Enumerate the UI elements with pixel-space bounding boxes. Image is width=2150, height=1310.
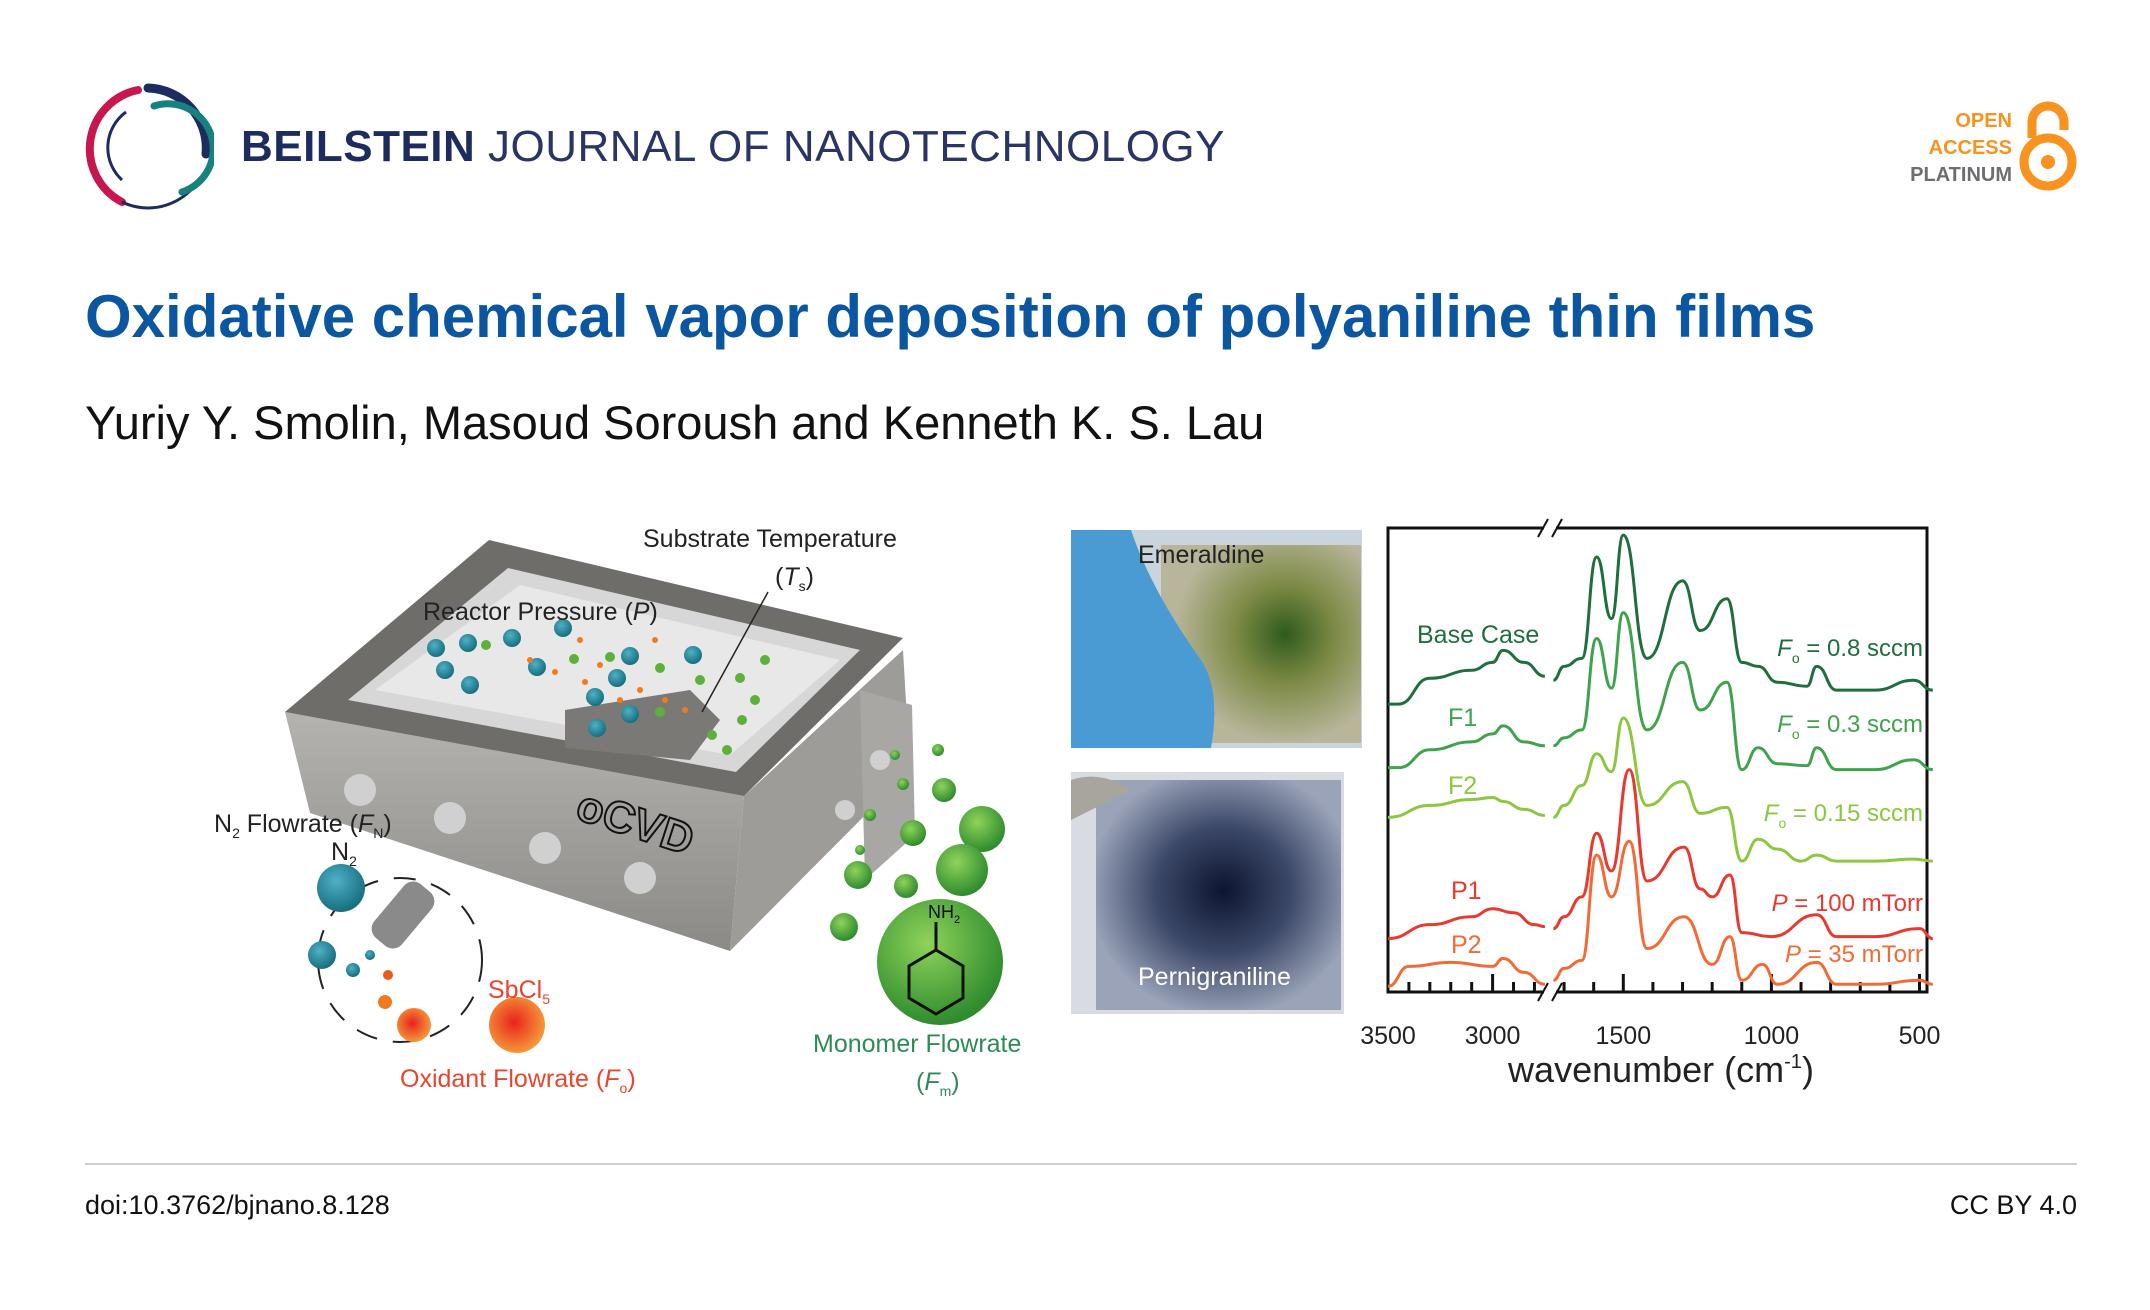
journal-name-light: JOURNAL OF NANOTECHNOLOGY [488,122,1225,171]
reactor-ports [344,750,890,894]
sbcl5-label: SbCl5 [488,976,550,1007]
oxidant-inset-circle [317,877,483,1043]
series-label: P2 [1451,931,1482,959]
series-line-base-case-left [1387,648,1546,706]
series-line-f1-right [1553,611,1934,772]
monomer-flowrate-label: Monomer Flowrate [813,1030,1021,1058]
ftir-spectra-chart: 3500 3000 1500 1000 500 wavenumber (cm-1) Bas… [1360,518,1941,1090]
axis-break-mark [1551,982,1563,1002]
substrate-temperature-label: Substrate Temperature [643,525,897,553]
series-line-f1-left [1388,724,1545,770]
x-axis-label: wavenumber (cm-1) [1507,1049,1814,1090]
journal-name: BEILSTEIN JOURNAL OF NANOTECHNOLOGY [241,122,1225,172]
axis-break-gap [1544,522,1556,534]
series-condition-label: P = 35 mTorr [1785,941,1923,968]
emeraldine-label: Emeraldine [1138,541,1264,569]
series-condition-label: Fo = 0.3 sccm [1777,711,1923,742]
oa-platinum: PLATINUM [1910,164,2012,186]
ocvd-reactor-illustration: oCVD Substrate Temperature (Ts) Reactor … [214,525,1021,1099]
axis-break-gap [1544,986,1556,998]
chart-frame [1386,526,1929,994]
pernigraniline-label: Pernigraniline [1138,963,1291,991]
axis-break-mark [1537,982,1549,1002]
substrate-temperature-symbol: (Ts) [775,563,814,594]
series-line-f2-right [1552,716,1933,863]
n2-flowrate-label: N2 Flowrate (FN) [214,810,392,841]
article-authors: Yuriy Y. Smolin, Masoud Soroush and Kenn… [85,396,1265,449]
reactor-pressure-label: Reactor Pressure (P) [423,598,658,626]
gas-molecules [427,619,770,755]
monomer-molecules [830,744,1005,1025]
journal-logo [85,83,214,210]
article-title: Oxidative chemical vapor deposition of p… [85,283,1816,350]
series-label: F1 [1448,704,1477,732]
x-tick-label: 1000 [1744,1022,1800,1050]
series-line-base-case-right [1552,533,1934,692]
series-line-p2-right [1552,839,1933,986]
oxidant-flowrate-label: Oxidant Flowrate (Fo) [400,1065,636,1096]
benzene-ring-icon [907,948,965,1016]
footer-divider [85,1163,2077,1165]
journal-name-bold: BEILSTEIN [241,122,476,171]
oxidant-nozzle [371,881,435,949]
x-tick-label: 3500 [1360,1022,1416,1050]
open-access-badge: OPEN ACCESS PLATINUM [1880,108,2012,189]
axis-break-mark [1551,518,1563,538]
x-tick-label: 500 [1899,1022,1941,1050]
doi-link[interactable]: doi:10.3762/bjnano.8.128 [85,1190,390,1220]
license-label[interactable]: CC BY 4.0 [1949,1190,2077,1220]
axis-break-mark [1537,518,1549,538]
series-condition-label: Fo = 0.8 sccm [1777,635,1923,666]
series-label: F2 [1448,772,1477,800]
open-access-lock-icon [2019,101,2077,191]
series-line-p2-left [1387,956,1546,988]
series-label: P1 [1451,877,1482,905]
series-line-p1-right [1552,768,1934,941]
series-line-f2-left [1387,795,1545,819]
oa-open: OPEN [1955,110,2012,132]
series-condition-label: Fo = 0.15 sccm [1764,800,1923,831]
n2-label: N2 [331,838,357,869]
series-line-p1-left [1387,907,1545,941]
series-label: Base Case [1417,621,1539,649]
nh2-label: NH2 [928,902,960,926]
monomer-flowrate-symbol: (Fm) [916,1068,960,1099]
glove [1071,530,1215,748]
x-tick-label: 1500 [1595,1022,1651,1050]
substrate [565,690,720,760]
reactor-front-face [285,712,744,951]
series-condition-label: P = 100 mTorr [1772,890,1923,917]
substrate-pointer-line [701,591,769,713]
x-tick-label: 3000 [1465,1022,1521,1050]
film-photos: Emeraldine Pernigraniline [1071,530,1362,1014]
oa-access: ACCESS [1928,137,2012,159]
